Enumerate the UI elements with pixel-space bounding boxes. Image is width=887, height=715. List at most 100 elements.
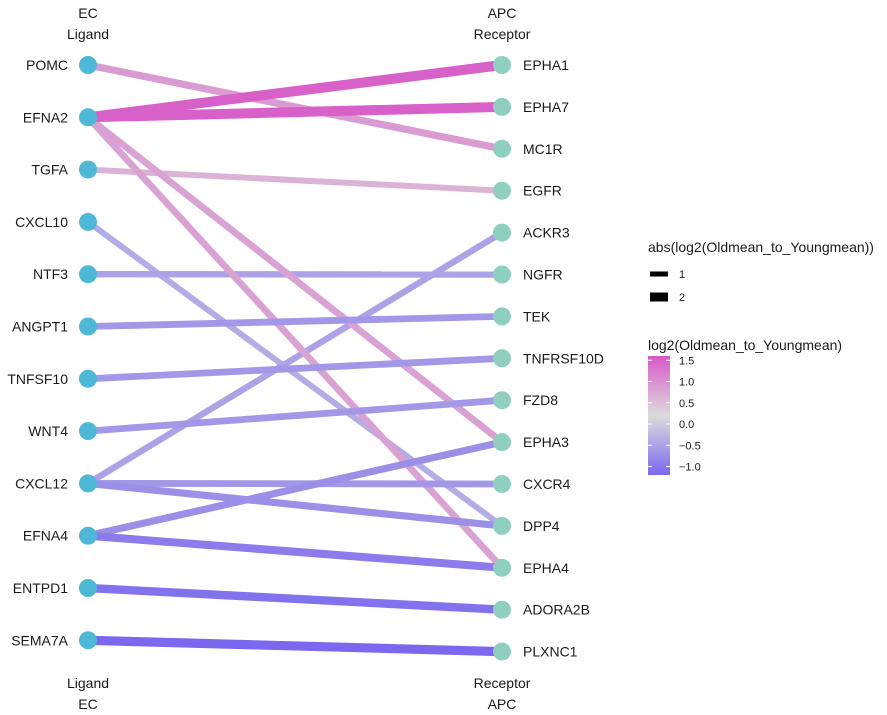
ligand-label: CXCL12 [15,475,68,491]
edge-cxcl12-ackr3 [86,229,504,487]
ligand-dot [79,526,97,545]
edge-efna2-epha1 [87,60,503,123]
color-legend-tick: 0.0 [648,419,694,431]
edge-wnt4-fzd8 [87,396,503,435]
color-legend-tick: −0.5 [648,440,701,452]
receptor-dot [493,181,511,200]
ligand-dot [79,212,97,231]
ligand-node-sema7a: SEMA7A [11,631,97,650]
receptor-label: EGFR [523,183,562,199]
edge-efna2-epha7 [87,101,503,123]
edge-efna4-epha3 [87,438,503,540]
width-legend-label: 1 [679,269,685,281]
top-right-group-label: APC [488,5,517,21]
receptor-node-epha4: EPHA4 [493,558,569,577]
receptor-dot [493,475,511,493]
ligand-label: ENTPD1 [13,580,68,596]
receptor-node-egfr: EGFR [493,181,562,200]
ligand-label: NTF3 [33,266,68,282]
bottom-left-role-label: Ligand [67,675,109,691]
receptor-node-adora2b: ADORA2B [493,600,590,619]
ligand-node-tgfa: TGFA [31,160,97,179]
ligand-dot [79,160,97,179]
ligand-dot [79,108,97,127]
ligand-label: SEMA7A [11,632,68,648]
ligand-node-cxcl12: CXCL12 [15,474,97,493]
receptor-dot [493,265,511,284]
ligand-node-efna2: EFNA2 [23,108,97,127]
width-legend-swatch [650,292,668,302]
ligand-node-cxcl10: CXCL10 [15,212,97,231]
top-left-role-label: Ligand [67,26,109,42]
ligand-dot [79,631,97,650]
ligand-dot [79,474,97,493]
width-legend-label: 2 [679,292,685,304]
edge-entpd1-adora2b [87,583,503,614]
color-legend-tick-label: 0.5 [679,398,694,410]
receptor-label: EPHA7 [523,99,569,115]
receptor-node-fzd8: FZD8 [493,391,558,410]
receptor-label: ACKR3 [523,225,570,241]
edge-efna2-epha4 [85,114,505,571]
width-legend-entries: 12 [650,269,685,304]
ligand-node-tnfsf10: TNFSF10 [7,369,97,388]
receptor-label: MC1R [523,141,563,157]
ligand-node-pomc: POMC [26,56,97,74]
receptor-node-tek: TEK [493,307,551,326]
receptor-dot [493,307,511,326]
color-legend-title: log2(Oldmean_to_Youngmean) [648,337,842,353]
receptor-node-epha3: EPHA3 [493,433,569,452]
ligand-dot [79,317,97,336]
width-legend-swatch [650,271,668,277]
width-legend-title: abs(log2(Oldmean_to_Youngmean)) [648,239,874,255]
receptor-dot [493,56,511,74]
bottom-right-role-label: Receptor [474,675,531,691]
edge-cxcl12-cxcr4 [87,479,503,488]
receptor-node-ackr3: ACKR3 [493,223,570,242]
receptor-node-epha1: EPHA1 [493,56,569,74]
ligand-nodes: POMC EFNA2 TGFA CXCL10 NTF3 ANGPT1 TNFSF10 WNT4… [7,56,97,650]
ligand-label: POMC [26,57,68,73]
ligand-node-angpt1: ANGPT1 [12,317,97,336]
receptor-node-dpp4: DPP4 [493,516,560,535]
receptor-node-cxcr4: CXCR4 [493,475,571,493]
receptor-dot [493,223,511,242]
receptor-dot [493,558,511,577]
ligand-node-ntf3: NTF3 [33,265,97,284]
receptor-label: TNFRSF10D [523,350,604,366]
edge-sema7a-plxnc1 [87,635,503,657]
receptor-node-tnfrsf10d: TNFRSF10D [493,349,604,368]
receptor-label: NGFR [523,267,563,283]
receptor-label: TEK [523,308,551,324]
ligand-label: EFNA4 [23,528,68,544]
ligand-dot [79,265,97,284]
receptor-node-mc1r: MC1R [493,139,563,158]
edge-efna2-epha3 [85,114,505,445]
receptor-dot [493,642,511,661]
receptor-label: PLXNC1 [523,644,578,660]
color-legend-tick-label: 1.5 [679,355,694,367]
edge-cxcl12-dpp4 [87,479,503,530]
color-legend-tick-label: −1.0 [679,462,701,474]
receptor-label: EPHA4 [523,560,569,576]
color-legend-tick: 1.0 [648,377,694,389]
ligand-node-efna4: EFNA4 [23,526,97,545]
receptor-dot [493,516,511,535]
edge-angpt1-tek [87,313,503,330]
width-legend-entry: 1 [650,269,685,281]
receptor-label: FZD8 [523,392,558,408]
ligand-label: WNT4 [28,423,68,439]
edge-efna4-epha4 [87,531,503,572]
receptor-label: EPHA1 [523,57,569,73]
ligand-label: TGFA [31,162,68,178]
color-legend-tick-label: −0.5 [679,440,701,452]
receptor-dot [493,433,511,452]
receptor-node-epha7: EPHA7 [493,97,569,116]
receptor-nodes: EPHA1 EPHA7 MC1R EGFR ACKR3 NGFR TEK TNFRSF10D F… [493,56,604,661]
color-legend-tick: 1.5 [648,355,694,367]
color-legend-tick-label: 0.0 [679,419,694,431]
color-legend-ticks: 1.5 1.0 0.5 0.0 −0.5 −1.0 [648,355,701,474]
receptor-node-plxnc1: PLXNC1 [493,642,578,661]
width-legend: abs(log2(Oldmean_to_Youngmean)) 12 [648,239,874,304]
